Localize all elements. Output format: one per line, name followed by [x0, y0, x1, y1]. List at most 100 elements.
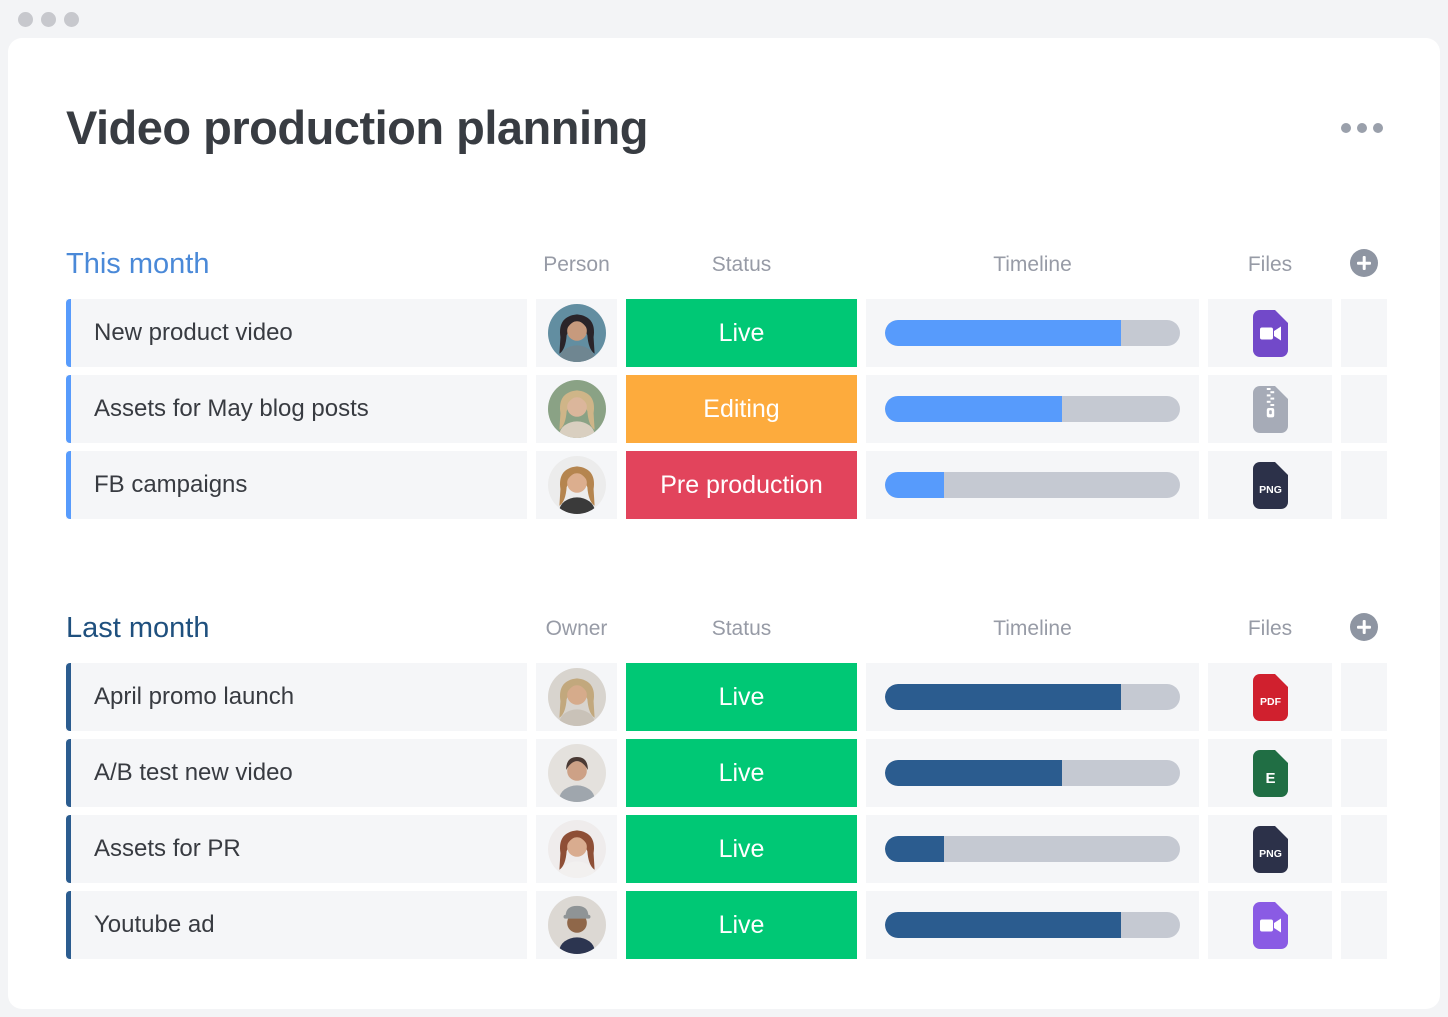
avatar[interactable]	[547, 380, 606, 438]
board-header: Video production planning	[66, 38, 1387, 155]
timeline-progress	[885, 912, 1121, 938]
board-group: This month Person Status Timeline Files …	[66, 241, 1387, 519]
person-cell[interactable]	[536, 815, 617, 883]
group-accent-bar	[66, 299, 71, 367]
status-badge[interactable]: Live	[626, 891, 857, 959]
window-control-icon[interactable]	[41, 11, 56, 27]
task-name: Assets for PR	[94, 835, 241, 862]
groups-container: This month Person Status Timeline Files …	[66, 241, 1387, 959]
avatar[interactable]	[547, 744, 606, 802]
avatar[interactable]	[547, 896, 606, 954]
ellipsis-dot	[1373, 122, 1383, 133]
timeline-progress	[885, 396, 1062, 422]
add-column-button[interactable]	[1350, 613, 1378, 641]
empty-cell	[1341, 451, 1387, 519]
status-badge[interactable]: Pre production	[626, 451, 857, 519]
png-file-icon: PNG	[1252, 461, 1288, 509]
timeline-bar	[885, 912, 1180, 938]
person-cell[interactable]	[536, 375, 617, 443]
timeline-bar	[885, 396, 1180, 422]
person-cell[interactable]	[536, 299, 617, 367]
column-header-status[interactable]: Status	[711, 253, 772, 276]
person-cell[interactable]	[536, 663, 617, 731]
column-header-person[interactable]: Person	[543, 253, 610, 276]
task-name: New product video	[94, 319, 293, 346]
task-name-cell[interactable]: April promo launch	[66, 663, 527, 731]
status-badge[interactable]: Live	[626, 815, 857, 883]
video-file-icon	[1252, 309, 1288, 357]
ellipsis-dot	[1341, 122, 1351, 133]
task-name-cell[interactable]: Assets for May blog posts	[66, 375, 527, 443]
avatar[interactable]	[547, 668, 606, 726]
table-row: A/B test new video Live E	[66, 739, 1387, 807]
window-control-icon[interactable]	[18, 11, 33, 27]
task-name-cell[interactable]: A/B test new video	[66, 739, 527, 807]
timeline-cell[interactable]	[866, 891, 1199, 959]
person-cell[interactable]	[536, 451, 617, 519]
column-header-status[interactable]: Status	[711, 617, 772, 640]
task-name: A/B test new video	[94, 759, 293, 786]
timeline-cell[interactable]	[866, 663, 1199, 731]
empty-cell	[1341, 815, 1387, 883]
status-badge[interactable]: Live	[626, 739, 857, 807]
timeline-cell[interactable]	[866, 739, 1199, 807]
avatar[interactable]	[547, 820, 606, 878]
timeline-cell[interactable]	[866, 815, 1199, 883]
status-badge[interactable]: Live	[626, 663, 857, 731]
timeline-cell[interactable]	[866, 375, 1199, 443]
task-name-cell[interactable]: Assets for PR	[66, 815, 527, 883]
timeline-bar	[885, 684, 1180, 710]
task-name: April promo launch	[94, 683, 295, 710]
group-rows: New product video Live Assets fo	[66, 299, 1387, 519]
table-row: April promo launch Live PDF	[66, 663, 1387, 731]
window-control-icon[interactable]	[64, 11, 79, 27]
person-cell[interactable]	[536, 739, 617, 807]
group-title[interactable]: Last month	[66, 612, 210, 644]
table-row: Assets for May blog posts Editing	[66, 375, 1387, 443]
file-type-label: PNG	[1259, 484, 1282, 496]
timeline-bar	[885, 320, 1180, 346]
group-header-row: This month Person Status Timeline Files	[66, 241, 1387, 281]
file-type-label: PDF	[1260, 696, 1282, 708]
add-column-button[interactable]	[1350, 249, 1378, 277]
file-cell[interactable]	[1208, 299, 1332, 367]
timeline-cell[interactable]	[866, 299, 1199, 367]
status-badge[interactable]: Editing	[626, 375, 857, 443]
zip-file-icon	[1252, 385, 1288, 433]
task-name-cell[interactable]: Youtube ad	[66, 891, 527, 959]
avatar[interactable]	[547, 304, 606, 362]
timeline-cell[interactable]	[866, 451, 1199, 519]
empty-cell	[1341, 739, 1387, 807]
group-accent-bar	[66, 891, 71, 959]
file-cell[interactable]	[1208, 891, 1332, 959]
timeline-progress	[885, 760, 1062, 786]
ellipsis-icon[interactable]	[1337, 119, 1387, 137]
file-cell[interactable]: PNG	[1208, 451, 1332, 519]
column-header-person[interactable]: Owner	[545, 617, 608, 640]
task-name-cell[interactable]: FB campaigns	[66, 451, 527, 519]
timeline-bar	[885, 760, 1180, 786]
column-header-timeline[interactable]: Timeline	[993, 253, 1072, 276]
board-group: Last month Owner Status Timeline Files A…	[66, 605, 1387, 959]
avatar[interactable]	[547, 456, 606, 514]
group-title[interactable]: This month	[66, 248, 210, 280]
person-cell[interactable]	[536, 891, 617, 959]
task-name: Youtube ad	[94, 911, 215, 938]
file-type-label: E	[1265, 770, 1275, 787]
column-header-timeline[interactable]: Timeline	[993, 617, 1072, 640]
file-cell[interactable]: E	[1208, 739, 1332, 807]
file-cell[interactable]: PNG	[1208, 815, 1332, 883]
file-cell[interactable]	[1208, 375, 1332, 443]
column-header-files[interactable]: Files	[1247, 617, 1293, 640]
table-row: FB campaigns Pre production PNG	[66, 451, 1387, 519]
status-badge[interactable]: Live	[626, 299, 857, 367]
board-card: Video production planning This month Per…	[8, 38, 1440, 1009]
group-accent-bar	[66, 663, 71, 731]
column-header-files[interactable]: Files	[1247, 253, 1293, 276]
excel-file-icon: E	[1252, 749, 1288, 797]
empty-cell	[1341, 891, 1387, 959]
file-cell[interactable]: PDF	[1208, 663, 1332, 731]
timeline-progress	[885, 472, 944, 498]
task-name: FB campaigns	[94, 471, 248, 498]
task-name-cell[interactable]: New product video	[66, 299, 527, 367]
